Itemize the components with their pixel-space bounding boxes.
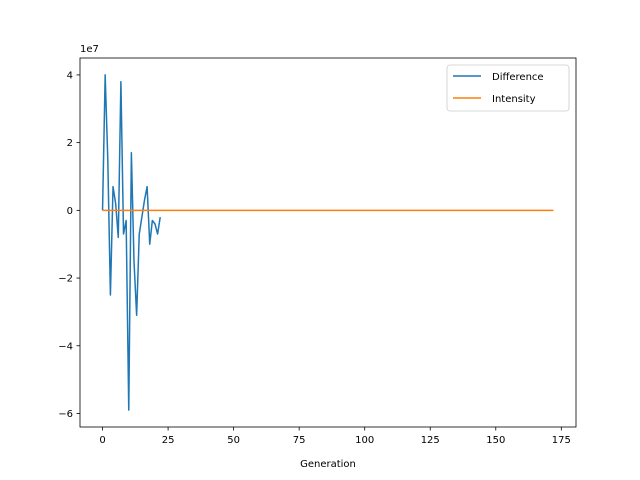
axes-frame	[79, 57, 577, 428]
legend-label-intensity: Intensity	[492, 94, 536, 105]
y-tick-label: −6	[58, 409, 73, 420]
x-tick-label: 75	[293, 435, 306, 446]
legend-label-difference: Difference	[492, 72, 544, 83]
x-axis-label: Generation	[300, 459, 356, 470]
y-tick-label: 0	[67, 206, 73, 217]
series-line-difference	[101, 74, 161, 411]
plot-area	[79, 57, 577, 428]
x-tick-label: 125	[421, 435, 440, 446]
x-tick-label: 50	[227, 435, 240, 446]
x-tick-label: 175	[552, 435, 571, 446]
y-tick-label: −2	[58, 274, 73, 285]
y-tick-label: −4	[58, 341, 73, 352]
x-tick-label: 0	[99, 435, 105, 446]
y-offset-text: 1e7	[80, 44, 99, 55]
x-tick-label: 100	[355, 435, 374, 446]
x-axis: 0 25 50 75 100 125 150 175	[99, 427, 571, 446]
y-axis: −6 −4 −2 0 2 4	[58, 70, 80, 420]
x-tick-label: 150	[486, 435, 505, 446]
legend: Difference Intensity	[446, 64, 570, 112]
y-tick-label: 2	[67, 138, 73, 149]
x-tick-label: 25	[162, 435, 175, 446]
y-tick-label: 4	[67, 70, 73, 81]
